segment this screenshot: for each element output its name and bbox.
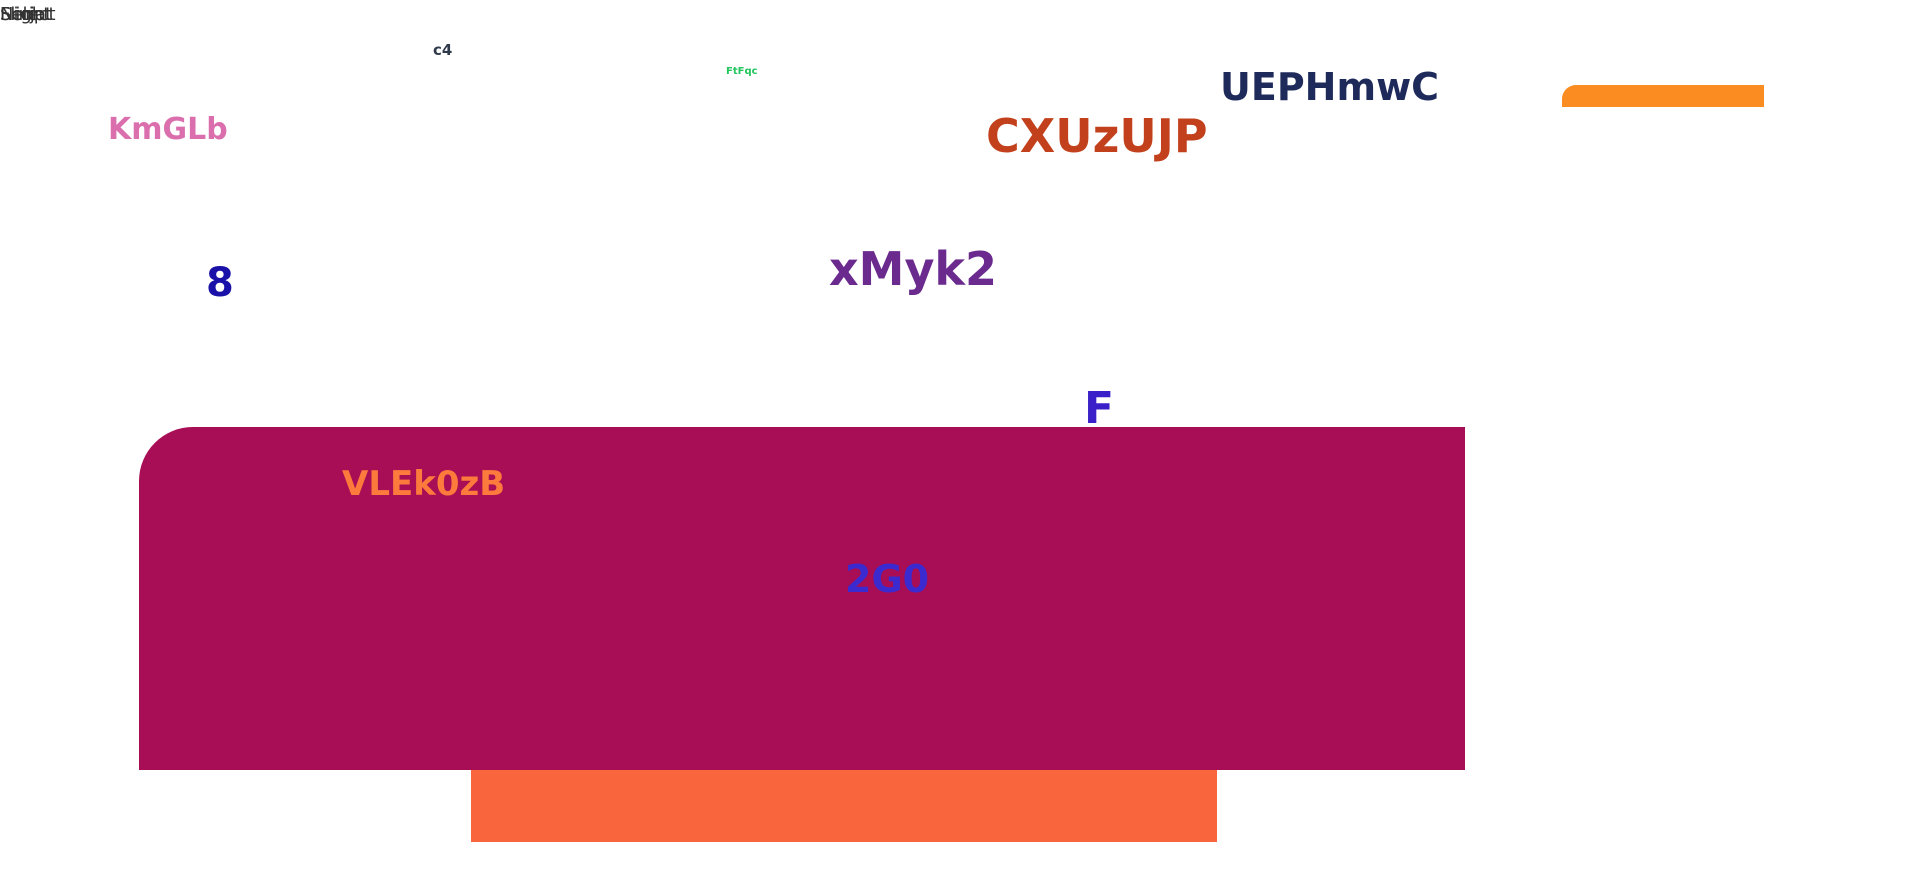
- label-kmglb: KmGLb: [108, 112, 228, 147]
- label-8: 8: [206, 260, 234, 306]
- label-c4: c4: [433, 41, 453, 59]
- label-cxuzujp: CXUzUJP: [986, 109, 1208, 163]
- corner-text-4: Script: [0, 4, 53, 25]
- corner-text-3: Ninja: [0, 4, 46, 25]
- label-f: F: [1084, 383, 1115, 434]
- corner-text-stack: Flight Select Ninja Script: [0, 6, 120, 30]
- corner-text-2: Select: [0, 4, 56, 25]
- magenta-panel: [139, 427, 1465, 770]
- orange-bar: [471, 770, 1217, 842]
- label-ftfqc: FtFqc: [726, 66, 758, 77]
- label-xmyk2: xMyk2: [829, 242, 998, 296]
- corner-text-1: Flight: [0, 4, 51, 25]
- label-2g0: 2G0: [845, 557, 930, 601]
- orange-tab: [1562, 85, 1764, 107]
- label-vlek0zb: VLEk0zB: [342, 464, 506, 504]
- label-uephmwc: UEPHmwC: [1220, 65, 1440, 109]
